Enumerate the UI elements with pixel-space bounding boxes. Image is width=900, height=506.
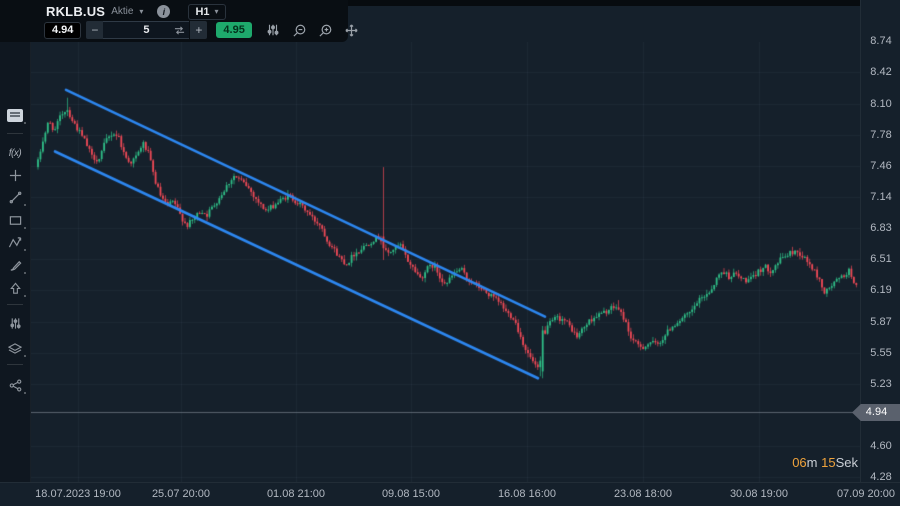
sidebar-divider — [7, 133, 23, 134]
candlestick-chart-canvas[interactable] — [30, 42, 860, 482]
crosshair-tool-icon[interactable] — [0, 164, 30, 186]
price-tick-label: 4.60 — [870, 439, 892, 452]
price-tick-label: 6.19 — [870, 284, 892, 297]
time-tick-label: 25.07 20:00 — [151, 488, 211, 500]
price-tick-label: 6.83 — [870, 221, 892, 234]
timeframe-selector[interactable]: H1 ▾ — [188, 3, 226, 20]
chart-panel-icon[interactable] — [0, 104, 30, 126]
time-tick-label: 30.08 19:00 — [729, 488, 789, 500]
swap-units-icon[interactable] — [174, 25, 185, 36]
info-icon[interactable]: i — [157, 5, 171, 18]
ask-price-button[interactable]: 4.95 — [216, 22, 252, 38]
time-tick-label: 09.08 15:00 — [381, 488, 441, 500]
time-tick-label: 16.08 16:00 — [497, 488, 557, 500]
sidebar-divider — [7, 364, 23, 365]
zoom-in-icon[interactable] — [317, 22, 334, 39]
symbol-caret-icon[interactable]: ▾ — [139, 6, 144, 16]
window-top-edge — [0, 0, 900, 6]
pattern-tool-icon[interactable] — [0, 231, 30, 253]
price-axis[interactable]: 4.94 8.74 8.42 8.10 7.78 7.46 7.14 6.83 6.51 6.1… — [852, 0, 900, 483]
price-tick-label: 8.42 — [870, 66, 892, 79]
time-tick-label: 18.07.2023 19:00 — [35, 488, 121, 500]
brush-tool-icon[interactable] — [0, 254, 30, 276]
price-tick-label: 7.46 — [870, 160, 892, 173]
symbol-label[interactable]: RKLB.US — [46, 4, 106, 19]
price-tick-label: 5.55 — [870, 346, 892, 359]
drawing-toolbar: f(x) — [0, 42, 31, 482]
timeframe-caret-icon: ▾ — [214, 6, 219, 16]
quantity-value: 5 — [143, 24, 150, 36]
instrument-type-label: Aktie — [111, 6, 134, 17]
bar-countdown: 06m 15Sek — [792, 455, 858, 470]
header-row: RKLB.US Aktie ▾ i H1 ▾ — [46, 3, 226, 20]
arrow-up-tool-icon[interactable] — [0, 277, 30, 299]
price-tick-label: 5.87 — [870, 315, 892, 328]
countdown-seconds: 15 — [821, 455, 836, 470]
price-tick-label: 4.28 — [870, 471, 892, 483]
time-tick-label: 23.08 18:00 — [613, 488, 673, 500]
current-price-tag: 4.94 — [852, 403, 900, 421]
indicators-label: f(x) — [8, 147, 22, 159]
countdown-minutes-unit: m — [806, 455, 822, 470]
countdown-minutes: 06 — [792, 455, 807, 470]
sidebar-divider — [7, 304, 23, 305]
quantity-increase-button[interactable]: + — [190, 21, 208, 39]
trend-line-tool-icon[interactable] — [0, 186, 30, 208]
object-settings-icon[interactable] — [0, 312, 30, 334]
price-tick-label: 7.14 — [870, 191, 892, 204]
timeframe-label: H1 — [195, 5, 210, 18]
price-tick-label: 8.10 — [870, 97, 892, 110]
quantity-decrease-button[interactable]: − — [86, 21, 104, 39]
trade-row: 4.94 − 5 + 4.95 — [44, 21, 360, 39]
price-tick-label: 6.51 — [870, 253, 892, 265]
countdown-seconds-unit: Sek — [835, 455, 858, 470]
share-icon[interactable] — [0, 374, 30, 396]
price-tick-label: 8.74 — [870, 35, 892, 47]
price-tick-label: 7.78 — [870, 128, 892, 141]
zoom-out-icon[interactable] — [291, 22, 308, 39]
rectangle-tool-icon[interactable] — [0, 209, 30, 231]
quantity-stepper: − 5 + — [86, 21, 208, 39]
chart-toolbar — [265, 22, 360, 39]
indicators-button[interactable]: f(x) — [0, 142, 30, 164]
quantity-input[interactable]: 5 — [103, 21, 190, 39]
price-tick-label: 5.23 — [870, 378, 892, 391]
time-axis[interactable]: 18.07.2023 19:00 25.07 20:00 01.08 21:00 09… — [0, 482, 900, 506]
time-tick-label: 01.08 21:00 — [266, 488, 326, 500]
time-tick-label: 07.09 20:00 — [836, 488, 896, 500]
indicator-sliders-icon[interactable] — [265, 22, 282, 39]
pan-move-icon[interactable] — [343, 22, 360, 39]
layers-icon[interactable] — [0, 337, 30, 359]
bid-price-button[interactable]: 4.94 — [44, 21, 82, 39]
